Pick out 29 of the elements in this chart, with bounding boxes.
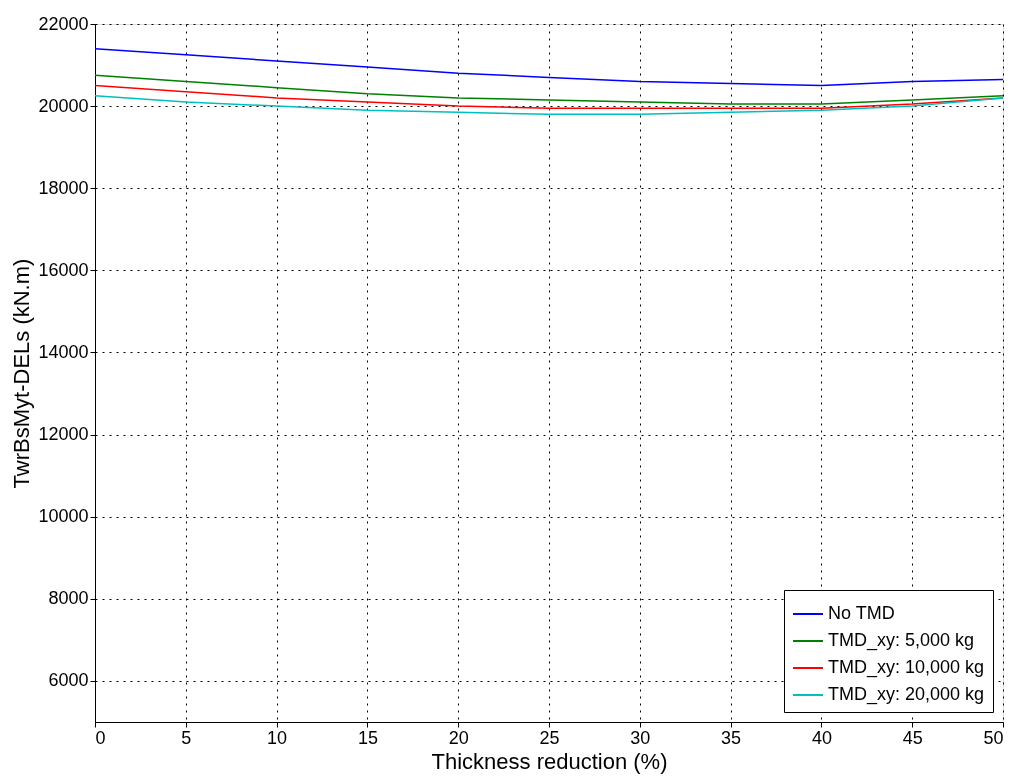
legend-label: TMD_xy: 20,000 kg bbox=[828, 684, 985, 705]
y-tick-label: 18000 bbox=[38, 177, 89, 198]
x-tick-label: 35 bbox=[721, 727, 742, 748]
legend-label: TMD_xy: 10,000 kg bbox=[828, 657, 985, 678]
x-tick-label: 5 bbox=[181, 727, 192, 748]
y-tick-label: 20000 bbox=[38, 95, 89, 116]
y-tick-label: 6000 bbox=[48, 670, 89, 691]
x-axis-title: Thickness reduction (%) bbox=[431, 748, 668, 774]
x-tick-label: 40 bbox=[811, 727, 832, 748]
legend-label: TMD_xy: 5,000 kg bbox=[828, 630, 975, 651]
x-tick-label: 15 bbox=[357, 727, 378, 748]
x-tick-label: 20 bbox=[448, 727, 469, 748]
line-series bbox=[94, 95, 1004, 116]
y-tick-label: 12000 bbox=[38, 424, 89, 445]
x-tick-label: 10 bbox=[267, 727, 288, 748]
y-axis-title: TwrBsMyt-DELs (kN.m) bbox=[9, 258, 35, 489]
legend-label: No TMD bbox=[828, 603, 895, 623]
line-series bbox=[94, 47, 1004, 87]
line-series bbox=[94, 74, 1004, 105]
y-tick-label: 10000 bbox=[38, 506, 89, 527]
x-tick-label: 30 bbox=[630, 727, 651, 748]
x-tick-label: 45 bbox=[902, 727, 923, 748]
x-tick-label: 50 bbox=[983, 727, 1004, 748]
y-tick-label: 22000 bbox=[38, 13, 89, 34]
y-tick-label: 8000 bbox=[48, 588, 89, 609]
y-tick-label: 14000 bbox=[38, 341, 89, 362]
x-tick-label: 25 bbox=[539, 727, 560, 748]
x-tick-label: 0 bbox=[95, 727, 106, 748]
y-tick-label: 16000 bbox=[38, 259, 89, 280]
